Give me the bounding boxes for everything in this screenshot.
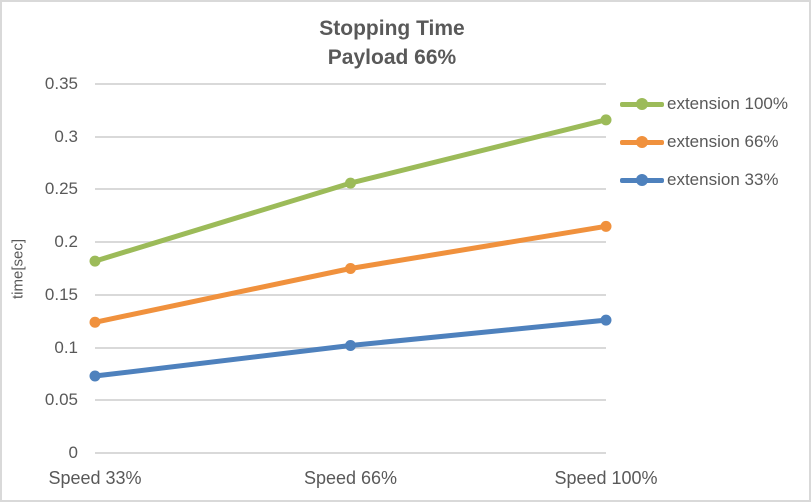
gridline bbox=[95, 188, 606, 191]
chart-title-line2: Payload 66% bbox=[327, 46, 457, 69]
legend-dot-icon bbox=[636, 136, 648, 148]
legend-dot-icon bbox=[636, 174, 648, 186]
legend-item: extension 33% bbox=[620, 170, 779, 190]
series-line bbox=[92, 223, 609, 325]
data-point-marker bbox=[600, 220, 612, 232]
data-point-marker bbox=[345, 339, 356, 351]
data-point-marker bbox=[89, 316, 101, 328]
data-point-marker bbox=[600, 114, 612, 126]
x-axis-tick-label: Speed 100% bbox=[554, 468, 658, 488]
gridline bbox=[95, 83, 606, 85]
y-axis-tick-label: 0.35 bbox=[44, 74, 78, 93]
legend-label: extension 100% bbox=[667, 94, 788, 113]
legend-label: extension 33% bbox=[667, 170, 779, 189]
y-axis-tick-label: 0.05 bbox=[44, 390, 78, 410]
gridline bbox=[95, 135, 606, 138]
legend-item: extension 66% bbox=[620, 132, 779, 152]
gridline bbox=[95, 241, 606, 244]
y-axis-tick-label: 0.2 bbox=[54, 232, 78, 252]
data-point-marker bbox=[345, 177, 356, 189]
gridline bbox=[95, 293, 606, 296]
legend-dot-icon bbox=[636, 98, 648, 110]
data-point-marker bbox=[600, 314, 612, 326]
data-point-marker bbox=[89, 255, 101, 267]
chart-title: Stopping Time Payload 66% bbox=[2, 14, 782, 72]
y-axis-tick-label: 0.15 bbox=[44, 284, 78, 304]
y-axis-tick-label: 0.3 bbox=[54, 126, 78, 146]
gridline bbox=[95, 399, 606, 402]
data-point-marker bbox=[89, 370, 101, 382]
legend-line-marker-icon bbox=[620, 98, 664, 110]
legend-label: extension 66% bbox=[667, 132, 779, 151]
x-axis-tick-label: Speed 66% bbox=[303, 468, 398, 488]
data-point-marker bbox=[345, 263, 356, 274]
y-axis-tick-label: 0.1 bbox=[54, 337, 78, 357]
y-axis-tick-label: 0 bbox=[68, 443, 78, 462]
legend-item: extension 100% bbox=[620, 94, 788, 114]
x-axis-tick-label: Speed 33% bbox=[48, 468, 142, 488]
chart-title-line1: Stopping Time bbox=[319, 17, 465, 40]
legend-line-marker-icon bbox=[620, 136, 664, 148]
legend-line-marker-icon bbox=[620, 174, 664, 186]
y-axis-tick-label: 0.25 bbox=[44, 179, 78, 199]
gridline bbox=[95, 452, 606, 454]
